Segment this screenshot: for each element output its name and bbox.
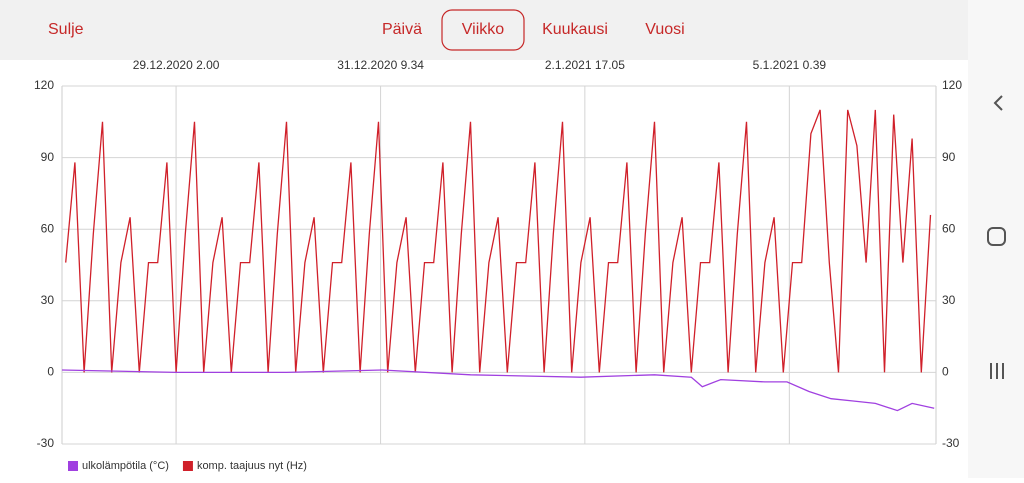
x-tick-label: 5.1.2021 0.39	[753, 58, 827, 72]
x-tick-label: 2.1.2021 17.05	[545, 58, 625, 72]
tab[interactable]: Päivä	[382, 21, 422, 38]
close-button[interactable]: Sulje	[48, 21, 84, 38]
tab[interactable]: Kuukausi	[542, 21, 608, 38]
y-tick-label: -30	[37, 436, 55, 450]
y-tick-label: 0	[47, 365, 54, 379]
legend-label: ulkolämpötila (°C)	[82, 460, 169, 472]
tab-selected-border	[441, 9, 525, 51]
y-tick-label: 60	[41, 221, 55, 235]
y-tick-label: 30	[41, 293, 55, 307]
x-tick-label: 29.12.2020 2.00	[133, 58, 220, 72]
home-icon[interactable]	[987, 227, 1006, 246]
nav-bar	[968, 0, 1024, 478]
series-line	[61, 369, 935, 412]
tab[interactable]: Vuosi	[645, 21, 684, 38]
y-tick-label: 90	[41, 150, 55, 164]
recent-icon[interactable]	[990, 363, 1004, 379]
y2-tick-label: 30	[942, 293, 956, 307]
back-icon[interactable]	[993, 95, 1003, 111]
y2-tick-label: -30	[942, 436, 960, 450]
y2-tick-label: 120	[942, 78, 962, 92]
legend-swatch	[182, 461, 193, 471]
y2-tick-label: 60	[942, 221, 956, 235]
y2-tick-label: 0	[942, 365, 949, 379]
tab[interactable]: Viikko	[462, 21, 504, 38]
y2-tick-label: 90	[942, 150, 956, 164]
x-tick-label: 31.12.2020 9.34	[337, 58, 424, 72]
y-tick-label: 120	[34, 78, 54, 92]
legend-label: komp. taajuus nyt (Hz)	[197, 460, 307, 472]
series-line	[65, 109, 932, 373]
legend-swatch	[68, 461, 78, 471]
